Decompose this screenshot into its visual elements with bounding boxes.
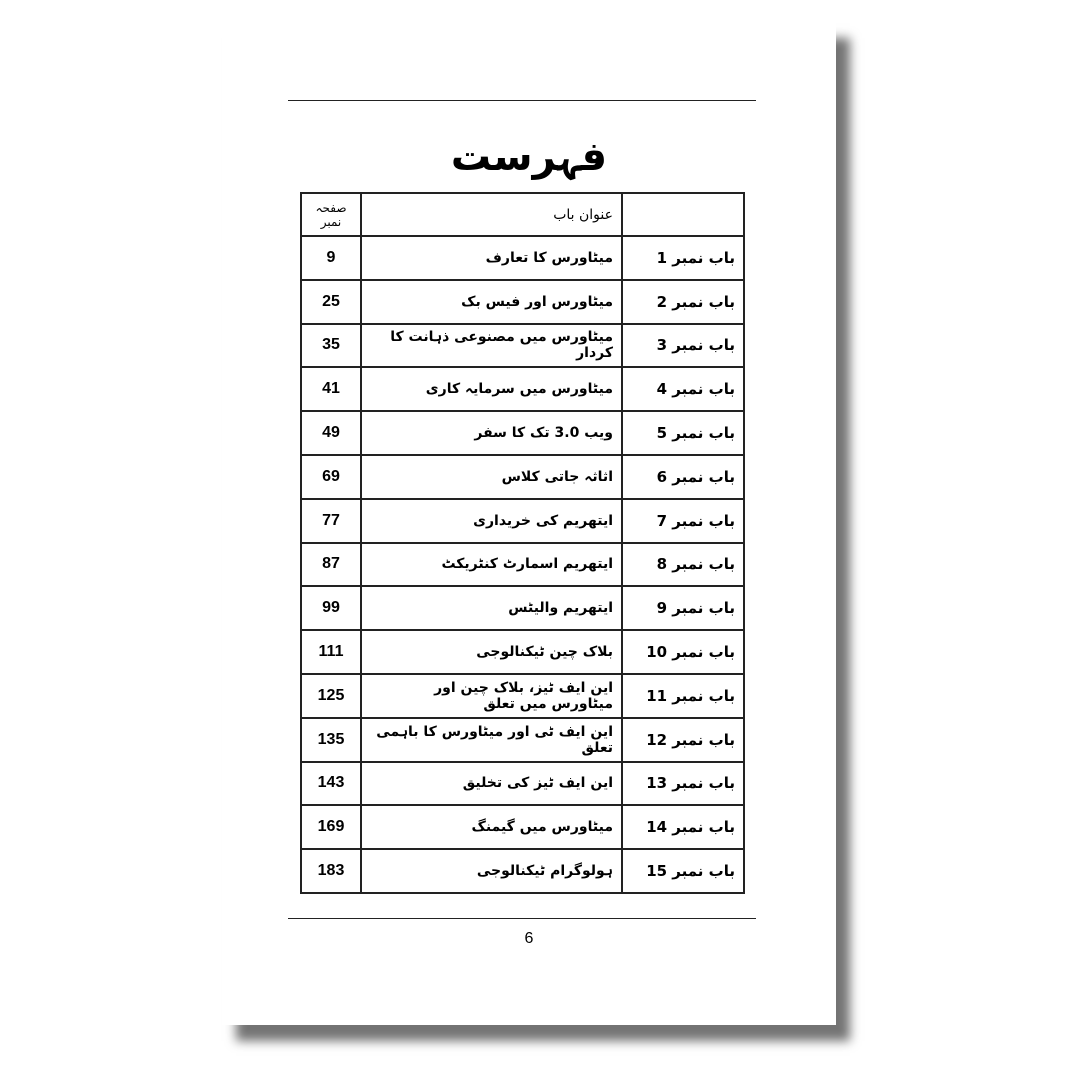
page-cell: 183	[300, 848, 362, 894]
table-row: باب نمبر 8 ایتھریم اسمارٹ کنٹریکٹ 87	[300, 541, 745, 588]
title-cell: بلاک چین ٹیکنالوجی	[360, 629, 623, 675]
title-cell: ایتھریم والیٹس	[360, 585, 623, 632]
table-row: باب نمبر 2 میٹاورس اور فیس بک 25	[300, 278, 745, 325]
page-cell: 9	[300, 235, 362, 281]
table-row: باب نمبر 6 اثاثہ جاتی کلاس 69	[300, 453, 745, 500]
bottom-rule	[288, 918, 756, 919]
table-row: باب نمبر 5 ویب 3.0 تک کا سفر 49	[300, 410, 745, 456]
title-cell: میٹاورس میں سرمایہ کاری	[360, 366, 623, 413]
page-cell: 25	[300, 278, 362, 325]
chapter-cell: باب نمبر 3	[621, 322, 745, 369]
chapter-cell: باب نمبر 7	[621, 497, 745, 544]
header-chapter	[621, 192, 745, 237]
page-cell: 35	[300, 322, 362, 369]
chapter-cell: باب نمبر 10	[621, 629, 745, 675]
header-title: عنوان باب	[360, 192, 623, 237]
page-number: 6	[524, 930, 534, 947]
title-cell: این ایف ٹیز، بلاک چین اور میٹاورس میں تع…	[360, 672, 623, 719]
page-cell: 87	[300, 541, 362, 588]
title-cell: میٹاورس اور فیس بک	[360, 278, 623, 325]
table-row: باب نمبر 1 میٹاورس کا تعارف 9	[300, 235, 745, 281]
page-cell: 99	[300, 585, 362, 632]
table-row: باب نمبر 14 میٹاورس میں گیمنگ 169	[300, 804, 745, 851]
title-cell: ایتھریم اسمارٹ کنٹریکٹ	[360, 541, 623, 588]
page-cell: 135	[300, 716, 362, 763]
title-cell: میٹاورس میں گیمنگ	[360, 804, 623, 851]
chapter-cell: باب نمبر 6	[621, 453, 745, 500]
chapter-cell: باب نمبر 5	[621, 410, 745, 456]
table-row: باب نمبر 10 بلاک چین ٹیکنالوجی 111	[300, 629, 745, 675]
header-row: عنوان باب صفحہ نمبر	[300, 192, 745, 237]
chapter-cell: باب نمبر 4	[621, 366, 745, 413]
title-cell: میٹاورس میں مصنوعی ذہانت کا کردار	[360, 322, 623, 369]
chapter-cell: باب نمبر 13	[621, 760, 745, 807]
table-row: باب نمبر 11 این ایف ٹیز، بلاک چین اور میٹ…	[300, 672, 745, 719]
page-cell: 143	[300, 760, 362, 807]
title-cell: ہولوگرام ٹیکنالوجی	[360, 848, 623, 894]
title-cell: ویب 3.0 تک کا سفر	[360, 410, 623, 456]
table-row: باب نمبر 13 این ایف ٹیز کی تخلیق 143	[300, 760, 745, 807]
page-cell: 69	[300, 453, 362, 500]
title-cell: این ایف ٹی اور میٹاورس کا باہمی تعلق	[360, 716, 623, 763]
table-row: باب نمبر 15 ہولوگرام ٹیکنالوجی 183	[300, 848, 745, 894]
title-cell: این ایف ٹیز کی تخلیق	[360, 760, 623, 807]
page-cell: 111	[300, 629, 362, 675]
page-cell: 169	[300, 804, 362, 851]
table-row: باب نمبر 4 میٹاورس میں سرمایہ کاری 41	[300, 366, 745, 413]
chapter-cell: باب نمبر 14	[621, 804, 745, 851]
chapter-cell: باب نمبر 2	[621, 278, 745, 325]
table-row: باب نمبر 3 میٹاورس میں مصنوعی ذہانت کا کر…	[300, 322, 745, 369]
table-row: باب نمبر 12 این ایف ٹی اور میٹاورس کا باہ…	[300, 716, 745, 763]
page-cell: 125	[300, 672, 362, 719]
chapter-cell: باب نمبر 15	[621, 848, 745, 894]
title-cell: اثاثہ جاتی کلاس	[360, 453, 623, 500]
chapter-cell: باب نمبر 11	[621, 672, 745, 719]
page-title: فہرست	[450, 134, 608, 180]
chapter-cell: باب نمبر 8	[621, 541, 745, 588]
book-page: فہرست عنوان باب صفحہ نمبر باب نمبر 1 میٹا…	[222, 22, 836, 1025]
title-cell: میٹاورس کا تعارف	[360, 235, 623, 281]
top-rule	[288, 100, 756, 101]
chapter-cell: باب نمبر 9	[621, 585, 745, 632]
title-cell: ایتھریم کی خریداری	[360, 497, 623, 544]
table-row: باب نمبر 9 ایتھریم والیٹس 99	[300, 585, 745, 632]
header-page: صفحہ نمبر	[300, 192, 362, 237]
chapter-cell: باب نمبر 12	[621, 716, 745, 763]
page-cell: 49	[300, 410, 362, 456]
page-cell: 41	[300, 366, 362, 413]
page-cell: 77	[300, 497, 362, 544]
chapter-cell: باب نمبر 1	[621, 235, 745, 281]
contents-table: عنوان باب صفحہ نمبر باب نمبر 1 میٹاورس کا…	[300, 192, 745, 894]
table-row: باب نمبر 7 ایتھریم کی خریداری 77	[300, 497, 745, 544]
